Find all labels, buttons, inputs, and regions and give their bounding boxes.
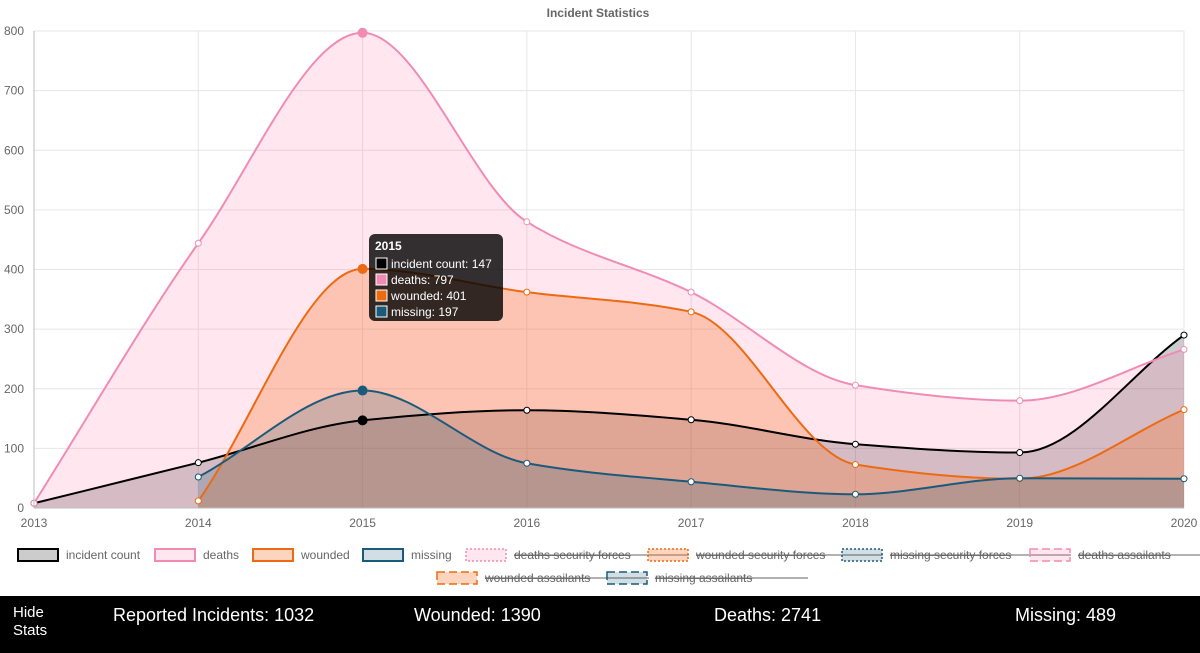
y-tick-label: 800: [4, 24, 24, 38]
x-tick-label: 2015: [349, 516, 376, 530]
data-point-wounded-2016[interactable]: [523, 288, 531, 296]
data-point-missing-2019[interactable]: [1016, 474, 1024, 482]
data-point-deaths-2015[interactable]: [357, 27, 368, 38]
x-tick-label: 2014: [185, 516, 212, 530]
tooltip-swatch-missing: [375, 305, 388, 318]
data-point-incident-count-2020[interactable]: [1180, 331, 1188, 339]
data-point-deaths-2014[interactable]: [194, 239, 202, 247]
tooltip-line: missing: 197: [391, 305, 459, 319]
legend-item-wounded-security-forces[interactable]: wounded security forces: [647, 548, 883, 562]
chart-gridlines: [33, 30, 1185, 509]
data-point-missing-2015[interactable]: [357, 385, 368, 396]
data-point-missing-2018[interactable]: [851, 490, 859, 498]
tooltip-line: wounded: 401: [390, 289, 467, 303]
legend-item-deaths[interactable]: deaths: [154, 548, 239, 562]
y-tick-label: 300: [4, 322, 24, 336]
data-point-incident-count-2018[interactable]: [851, 440, 859, 448]
legend-swatch-wounded-assailants[interactable]: [436, 571, 478, 585]
x-tick-label: 2017: [678, 516, 705, 530]
series-area-deaths: [34, 32, 1184, 508]
data-point-incident-count-2016[interactable]: [523, 406, 531, 414]
y-tick-label: 0: [17, 501, 24, 515]
x-tick-label: 2018: [842, 516, 869, 530]
legend-item-wounded[interactable]: wounded: [252, 548, 350, 562]
legend-item-deaths-security-forces[interactable]: deaths security forces: [465, 548, 689, 562]
data-point-wounded-2015[interactable]: [357, 263, 368, 274]
wounded-stat: Wounded: 1390: [414, 605, 541, 625]
hide-stats-button[interactable]: Hide Stats: [13, 604, 48, 639]
data-point-missing-2016[interactable]: [523, 459, 531, 467]
chart-tooltip: 2015 incident count: 147 deaths: 797 wounde…: [369, 234, 503, 321]
data-point-deaths-2018[interactable]: [851, 381, 859, 389]
chart-series-areas: [34, 32, 1185, 508]
x-tick-label: 2013: [21, 516, 48, 530]
tooltip-swatch-deaths: [375, 273, 388, 286]
chart-title: Incident Statistics: [547, 6, 650, 20]
tooltip-swatch-incident-count: [375, 257, 388, 270]
chart-legend[interactable]: incident count deaths wounded missing deaths…: [17, 548, 1200, 585]
data-point-deaths-2019[interactable]: [1016, 397, 1024, 405]
legend-swatch-missing-security-forces[interactable]: [841, 548, 883, 562]
tooltip-box: [369, 234, 503, 321]
legend-item-missing-security-forces[interactable]: missing security forces: [841, 548, 1071, 562]
legend-swatch-wounded-security-forces[interactable]: [647, 548, 689, 562]
legend-swatch-missing-assailants[interactable]: [606, 571, 648, 585]
legend-item-deaths-assailants[interactable]: deaths assailants: [1029, 548, 1200, 562]
tooltip-title: 2015: [375, 239, 402, 253]
y-tick-label: 100: [4, 441, 24, 455]
data-point-incident-count-2019[interactable]: [1016, 449, 1024, 457]
legend-label-missing[interactable]: missing: [411, 548, 452, 562]
legend-swatch-deaths-security-forces[interactable]: [465, 548, 507, 562]
x-tick-label: 2016: [514, 516, 541, 530]
data-point-deaths-2016[interactable]: [523, 218, 531, 226]
legend-item-missing[interactable]: missing: [362, 548, 452, 562]
y-tick-label: 500: [4, 203, 24, 217]
data-point-incident-count-2014[interactable]: [194, 459, 202, 467]
data-point-wounded-2014[interactable]: [194, 497, 202, 505]
incident-statistics-chart: Incident Statistics 0 100 200 300 400 500 600 7…: [4, 6, 1200, 585]
data-point-wounded-2020[interactable]: [1180, 406, 1188, 414]
data-point-wounded-2018[interactable]: [851, 460, 859, 468]
data-point-wounded-2017[interactable]: [687, 308, 695, 316]
series-area-missing: [198, 390, 1185, 508]
legend-swatch-missing[interactable]: [362, 548, 404, 562]
y-tick-label: 200: [4, 382, 24, 396]
y-tick-label: 400: [4, 263, 24, 277]
stats-bar: Hide Stats Reported Incidents: 1032 Woun…: [0, 596, 1200, 653]
legend-swatch-deaths-assailants[interactable]: [1029, 548, 1071, 562]
chart-data-points[interactable]: [30, 27, 1188, 507]
legend-swatch-incident-count[interactable]: [17, 548, 59, 562]
data-point-incident-count-2015[interactable]: [357, 415, 368, 426]
deaths-stat: Deaths: 2741: [714, 605, 822, 625]
tooltip-line: incident count: 147: [391, 257, 492, 271]
data-point-missing-2014[interactable]: [194, 473, 202, 481]
reported-incidents-stat: Reported Incidents: 1032: [113, 605, 315, 625]
legend-label-deaths[interactable]: deaths: [203, 548, 239, 562]
data-point-deaths-2020[interactable]: [1180, 345, 1188, 353]
data-point-missing-2017[interactable]: [687, 478, 695, 486]
legend-label-incident-count[interactable]: incident count: [66, 548, 141, 562]
x-tick-label: 2020: [1171, 516, 1198, 530]
legend-swatch-wounded[interactable]: [252, 548, 294, 562]
legend-item-incident-count[interactable]: incident count: [17, 548, 141, 562]
y-tick-label: 700: [4, 84, 24, 98]
tooltip-line: deaths: 797: [391, 273, 454, 287]
x-tick-label: 2019: [1006, 516, 1033, 530]
legend-item-missing-assailants[interactable]: missing assailants: [606, 571, 808, 585]
missing-stat: Missing: 489: [1015, 605, 1117, 625]
series-area-wounded: [198, 268, 1185, 508]
legend-item-wounded-assailants[interactable]: wounded assailants: [436, 571, 649, 585]
legend-swatch-deaths[interactable]: [154, 548, 196, 562]
data-point-incident-count-2017[interactable]: [687, 416, 695, 424]
legend-label-wounded[interactable]: wounded: [300, 548, 350, 562]
series-area-incident-count: [34, 335, 1184, 508]
data-point-deaths-2017[interactable]: [687, 288, 695, 296]
data-point-missing-2020[interactable]: [1180, 475, 1188, 483]
y-tick-label: 600: [4, 143, 24, 157]
tooltip-swatch-wounded: [375, 289, 388, 302]
